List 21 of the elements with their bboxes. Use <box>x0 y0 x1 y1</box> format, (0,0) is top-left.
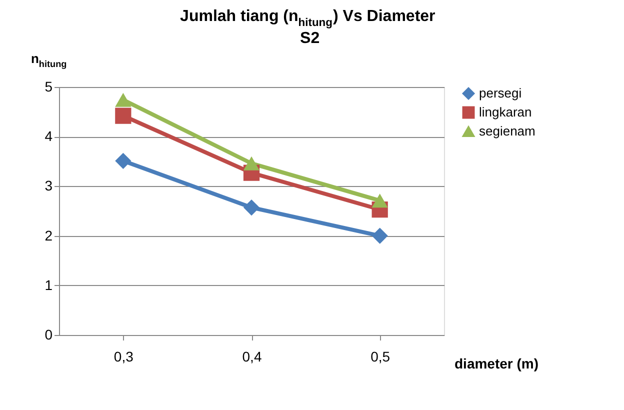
y-tick-label: 1 <box>44 276 53 293</box>
y-tick-label: 2 <box>44 227 53 244</box>
x-axis-title: diameter (m) <box>454 356 539 372</box>
legend-label: segienam <box>479 124 536 138</box>
legend-label: lingkaran <box>479 104 532 120</box>
x-tick-label: 0,4 <box>242 348 262 364</box>
y-tick-label: 4 <box>44 128 53 144</box>
legend-label: persegi <box>479 86 522 100</box>
x-tick-label: 0,5 <box>370 348 390 364</box>
point <box>372 194 388 208</box>
point <box>372 228 388 244</box>
chart-subtitle: S2 <box>300 30 320 47</box>
point <box>115 92 132 107</box>
point <box>115 108 132 124</box>
point <box>243 199 260 216</box>
y-tick-label: 3 <box>44 178 53 194</box>
point <box>115 152 132 169</box>
y-tick-label: 0 <box>44 326 53 342</box>
y-tick-label: 5 <box>44 78 53 94</box>
x-tick-label: 0,3 <box>114 348 134 364</box>
point <box>243 156 260 170</box>
